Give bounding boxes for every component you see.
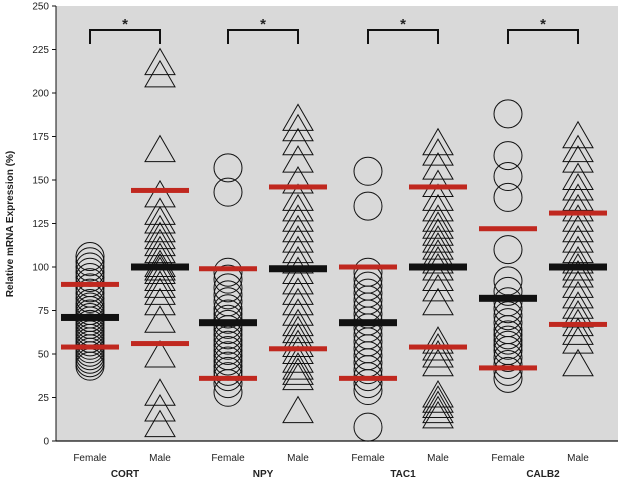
x-tick-label: Female	[211, 453, 245, 464]
y-tick-label: 50	[38, 350, 50, 361]
sd-upper-bar	[131, 188, 189, 193]
mean-bar	[131, 264, 189, 271]
sd-upper-bar	[339, 265, 397, 270]
significance-star: *	[122, 16, 128, 33]
mean-bar	[339, 319, 397, 326]
y-axis-label: Relative mRNA Expression (%)	[5, 151, 16, 297]
x-axis-labels: Female Male CORT Female Male NPY Female Male TAC…	[73, 453, 589, 480]
sd-upper-bar	[409, 184, 467, 189]
sd-upper-bar	[269, 184, 327, 189]
x-tick-label: Male	[567, 453, 589, 464]
sd-lower-bar	[131, 341, 189, 346]
x-tick-label: Male	[149, 453, 171, 464]
y-tick-label: 225	[32, 45, 49, 56]
y-tick-label: 250	[32, 2, 49, 13]
sd-lower-bar	[199, 376, 257, 381]
mean-bar	[199, 319, 257, 326]
gene-label: TAC1	[390, 469, 416, 480]
y-tick-label: 175	[32, 132, 49, 143]
significance-star: *	[540, 16, 546, 33]
x-tick-label: Male	[287, 453, 309, 464]
x-tick-label: Female	[491, 453, 525, 464]
sd-lower-bar	[409, 345, 467, 350]
mean-bar	[549, 264, 607, 271]
mean-bar	[409, 264, 467, 271]
y-tick-label: 0	[43, 437, 49, 448]
y-tick-label: 125	[32, 219, 49, 230]
sd-lower-bar	[339, 376, 397, 381]
gene-label: CORT	[111, 469, 139, 480]
mean-bar	[269, 265, 327, 272]
y-axis-ticks: 0 25 50 75 100 125 150 175 200 225 250	[32, 2, 56, 448]
x-tick-label: Male	[427, 453, 449, 464]
significance-star: *	[260, 16, 266, 33]
sd-upper-bar	[549, 211, 607, 216]
sd-lower-bar	[269, 346, 327, 351]
y-tick-label: 25	[38, 393, 50, 404]
significance-star: *	[400, 16, 406, 33]
y-tick-label: 200	[32, 89, 49, 100]
sd-lower-bar	[61, 345, 119, 350]
y-tick-label: 150	[32, 176, 49, 187]
y-tick-label: 100	[32, 263, 49, 274]
gene-label: NPY	[253, 469, 274, 480]
sd-upper-bar	[199, 266, 257, 271]
y-tick-label: 75	[38, 306, 50, 317]
sd-lower-bar	[479, 365, 537, 370]
gene-label: CALB2	[526, 469, 560, 480]
plot-background	[56, 6, 618, 441]
sd-lower-bar	[549, 322, 607, 327]
x-tick-label: Female	[73, 453, 107, 464]
mean-bar	[479, 295, 537, 302]
sd-upper-bar	[479, 226, 537, 231]
sd-upper-bar	[61, 282, 119, 287]
mean-bar	[61, 314, 119, 321]
x-tick-label: Female	[351, 453, 385, 464]
